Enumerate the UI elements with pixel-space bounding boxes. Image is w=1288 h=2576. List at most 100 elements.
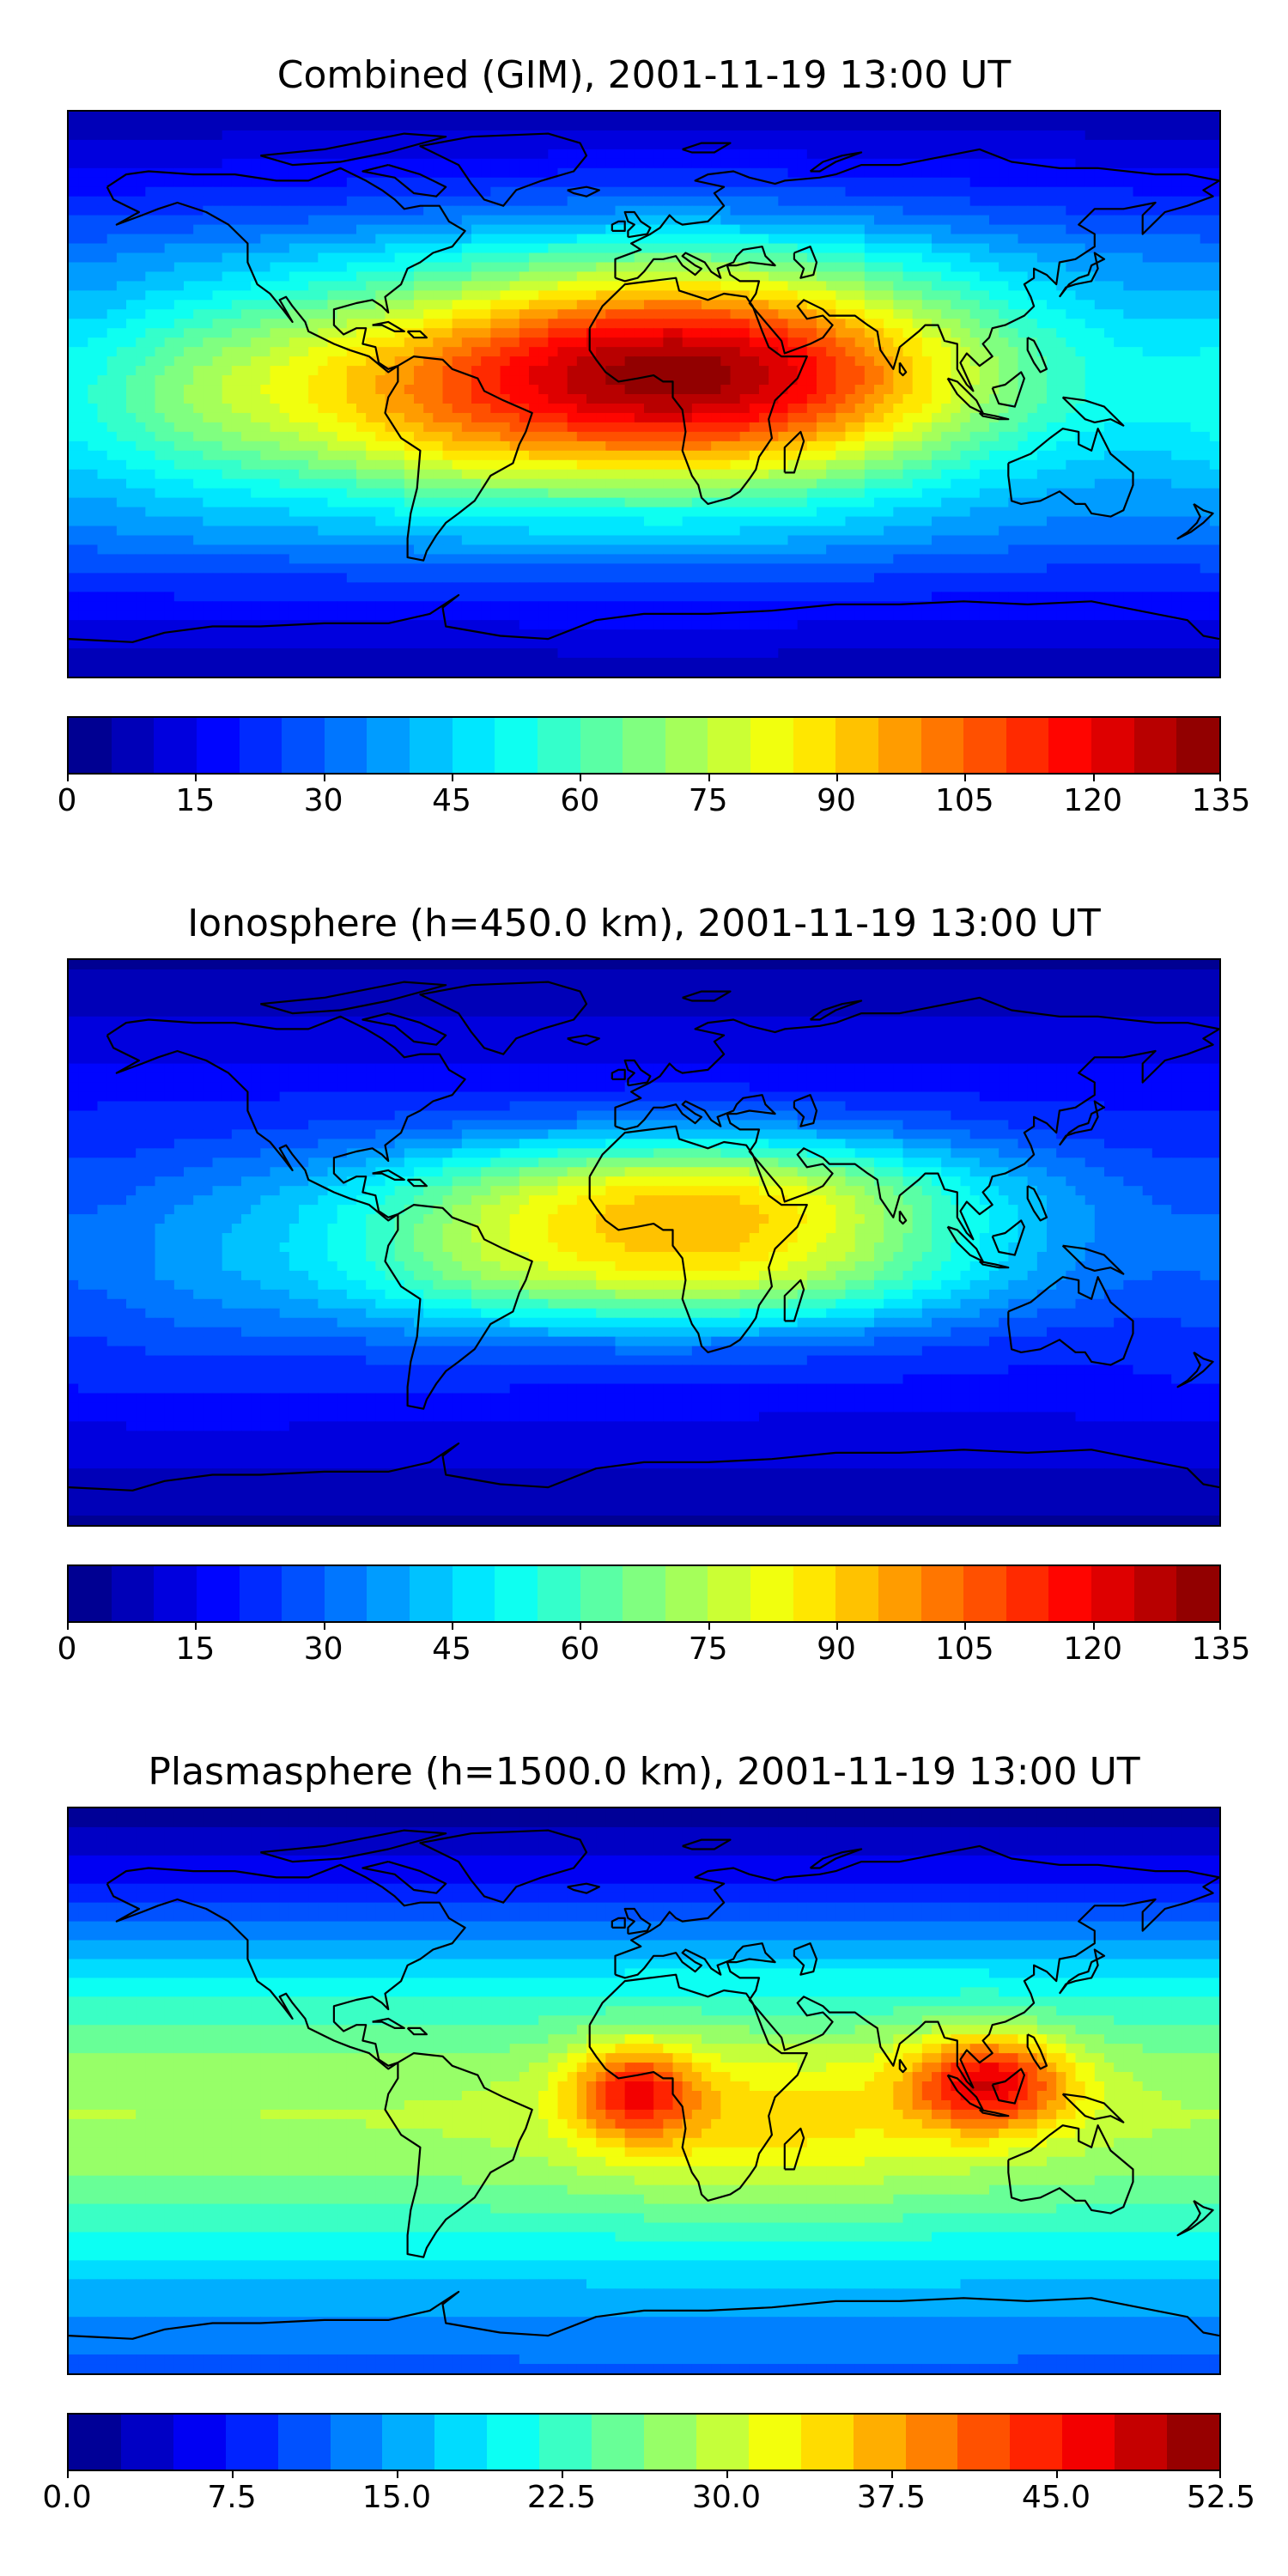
tec-cell xyxy=(299,394,309,404)
tec-cell xyxy=(1123,130,1134,141)
tec-cell xyxy=(529,139,539,150)
tec-cell xyxy=(730,262,741,273)
tec-cell xyxy=(921,394,933,404)
tec-cell xyxy=(126,459,137,471)
tec-cell xyxy=(471,130,482,141)
tec-cell xyxy=(155,271,166,282)
tec-cell xyxy=(88,149,99,160)
tec-cell xyxy=(615,139,626,150)
tec-cell xyxy=(1027,478,1038,489)
tec-cell xyxy=(989,290,999,301)
tec-cell xyxy=(932,300,942,310)
tec-cell xyxy=(921,356,933,367)
tec-cell xyxy=(1142,337,1153,348)
tec-cell xyxy=(711,290,721,301)
tec-cell xyxy=(711,112,721,122)
tec-cell xyxy=(634,328,645,338)
tec-cell xyxy=(1056,205,1066,216)
tec-cell xyxy=(193,158,204,169)
tec-cell xyxy=(806,290,817,301)
tec-cell xyxy=(500,356,511,367)
tec-cell xyxy=(969,347,981,357)
tec-cell xyxy=(1209,130,1219,141)
tec-cell xyxy=(548,139,559,150)
tec-cell xyxy=(557,375,568,386)
tec-cell xyxy=(318,450,329,461)
tec-cell xyxy=(759,394,769,404)
tec-cell xyxy=(184,234,194,245)
tec-cell xyxy=(720,234,732,245)
tec-cell xyxy=(471,149,482,160)
tec-cell xyxy=(519,319,530,329)
tec-cell xyxy=(884,469,894,480)
tec-cell xyxy=(653,385,664,395)
tec-cell xyxy=(548,347,559,357)
tec-cell xyxy=(739,139,750,150)
tec-cell xyxy=(155,177,166,188)
tec-cell xyxy=(538,290,549,301)
tec-cell xyxy=(452,262,463,273)
tec-cell xyxy=(251,309,261,319)
tec-cell xyxy=(1151,337,1163,348)
tec-cell xyxy=(624,215,635,226)
tec-cell xyxy=(960,375,971,386)
tec-cell xyxy=(874,139,884,150)
tec-cell xyxy=(1171,394,1182,404)
tec-cell xyxy=(672,385,683,395)
tec-cell xyxy=(586,309,597,319)
tec-cell xyxy=(921,412,933,423)
tec-cell xyxy=(682,196,693,207)
tec-cell xyxy=(1162,130,1172,141)
tec-cell xyxy=(691,385,702,395)
tec-cell xyxy=(1047,158,1057,169)
tec-cell xyxy=(308,422,319,433)
tec-cell xyxy=(173,205,185,216)
tec-cell xyxy=(308,337,319,348)
tec-cell xyxy=(106,290,118,301)
tec-cell xyxy=(874,403,884,414)
tec-cell xyxy=(634,450,645,461)
tec-cell xyxy=(624,158,635,169)
tec-cell xyxy=(615,215,626,226)
tec-cell xyxy=(1171,440,1182,452)
tec-cell xyxy=(797,158,808,169)
tec-cell xyxy=(509,281,520,291)
tec-cell xyxy=(672,262,683,273)
tec-cell xyxy=(1142,412,1153,423)
tec-cell xyxy=(932,215,942,226)
tec-cell xyxy=(1209,328,1219,338)
tec-cell xyxy=(519,459,530,471)
tec-cell xyxy=(702,431,712,442)
tec-cell xyxy=(481,112,491,122)
tec-cell xyxy=(769,167,779,179)
tec-cell xyxy=(932,224,942,235)
tec-cell xyxy=(1094,252,1105,264)
tec-cell xyxy=(576,120,587,131)
tec-cell xyxy=(874,412,884,423)
tec-cell xyxy=(586,262,597,273)
tec-cell xyxy=(653,243,664,254)
tec-cell xyxy=(1075,488,1086,499)
tec-cell xyxy=(164,309,175,319)
tec-cell xyxy=(845,196,856,207)
tec-cell xyxy=(1094,205,1105,216)
tec-cell xyxy=(404,271,415,282)
tec-cell xyxy=(471,431,482,442)
tec-cell xyxy=(299,167,309,179)
tec-cell xyxy=(308,243,319,254)
tec-cell xyxy=(461,356,472,367)
tec-cell xyxy=(1123,177,1134,188)
tec-cell xyxy=(1181,167,1192,179)
tec-cell xyxy=(1036,440,1048,452)
tec-cell xyxy=(893,112,904,122)
tec-cell xyxy=(730,440,741,452)
tec-cell xyxy=(270,459,281,471)
tec-cell xyxy=(145,186,156,197)
tec-cell xyxy=(567,337,578,348)
tec-cell xyxy=(251,422,261,433)
tec-cell xyxy=(615,167,626,179)
tec-cell xyxy=(1123,243,1134,254)
tec-cell xyxy=(212,112,223,122)
tec-cell xyxy=(596,412,606,423)
tec-cell xyxy=(116,252,127,264)
